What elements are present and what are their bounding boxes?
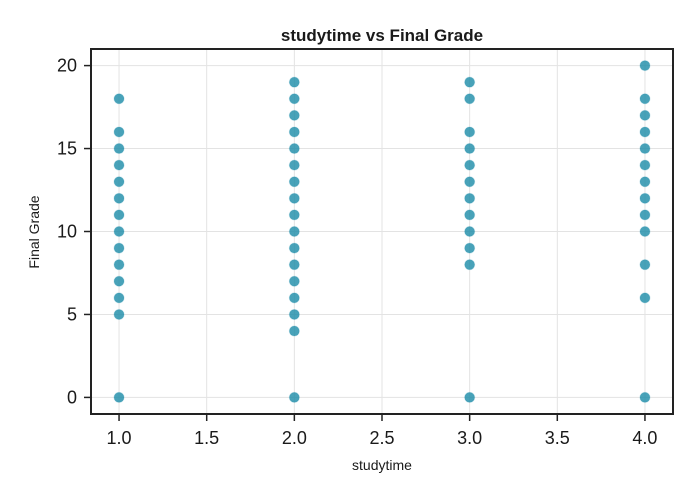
data-point	[639, 143, 651, 155]
data-points	[113, 60, 651, 403]
y-tick-label: 5	[67, 304, 77, 324]
grid-lines	[91, 49, 673, 414]
data-point	[639, 226, 651, 237]
data-point	[113, 93, 125, 105]
x-tick-label: 2.0	[282, 428, 307, 448]
data-point	[464, 259, 476, 271]
data-point	[464, 93, 476, 105]
data-point	[464, 192, 476, 204]
data-point	[464, 176, 476, 188]
data-point	[288, 275, 300, 287]
data-point	[639, 391, 651, 403]
data-point	[288, 292, 300, 304]
data-point	[639, 109, 651, 121]
data-point	[113, 275, 125, 287]
axes: 1.0 1.5 2.0 2.5 3.0 3.5 4.0 0 5 10 15 20	[57, 48, 674, 448]
data-point	[113, 226, 125, 237]
data-point	[113, 292, 125, 304]
data-point	[288, 242, 300, 254]
data-point	[288, 109, 300, 121]
data-point	[288, 143, 300, 155]
data-point	[639, 292, 651, 304]
x-tick-label: 3.5	[545, 428, 570, 448]
data-point	[113, 159, 125, 171]
data-point	[288, 226, 300, 237]
y-axis-label: Final Grade	[26, 195, 42, 268]
data-point	[464, 159, 476, 171]
data-point	[113, 308, 125, 320]
data-point	[288, 159, 300, 171]
data-point	[639, 192, 651, 204]
data-point	[464, 126, 476, 138]
data-point	[639, 60, 651, 72]
data-point	[113, 242, 125, 254]
data-point	[113, 143, 125, 155]
x-axis-label: studytime	[352, 457, 412, 473]
data-point	[464, 226, 476, 237]
data-point	[464, 143, 476, 155]
y-tick-label: 20	[57, 56, 77, 76]
chart-title: studytime vs Final Grade	[281, 26, 483, 45]
y-tick-label: 10	[57, 222, 77, 242]
data-point	[288, 126, 300, 138]
x-tick-label: 3.0	[457, 428, 482, 448]
data-point	[113, 126, 125, 138]
data-point	[464, 242, 476, 254]
data-point	[288, 192, 300, 204]
data-point	[288, 209, 300, 221]
y-tick-label: 15	[57, 139, 77, 159]
data-point	[464, 391, 476, 403]
data-point	[113, 209, 125, 221]
data-point	[639, 159, 651, 171]
x-tick-label: 2.5	[369, 428, 394, 448]
data-point	[288, 76, 300, 88]
data-point	[113, 259, 125, 271]
data-point	[464, 76, 476, 88]
data-point	[464, 209, 476, 221]
data-point	[288, 308, 300, 320]
x-tick-label: 1.0	[107, 428, 132, 448]
data-point	[113, 192, 125, 204]
data-point	[639, 93, 651, 105]
data-point	[288, 391, 300, 403]
data-point	[288, 259, 300, 271]
x-tick-label: 4.0	[632, 428, 657, 448]
data-point	[113, 391, 125, 403]
data-point	[639, 126, 651, 138]
data-point	[639, 259, 651, 271]
x-tick-label: 1.5	[194, 428, 219, 448]
data-point	[288, 325, 300, 337]
data-point	[113, 176, 125, 188]
data-point	[639, 176, 651, 188]
data-point	[288, 93, 300, 105]
data-point	[288, 176, 300, 188]
y-tick-label: 0	[67, 387, 77, 407]
data-point	[639, 209, 651, 221]
